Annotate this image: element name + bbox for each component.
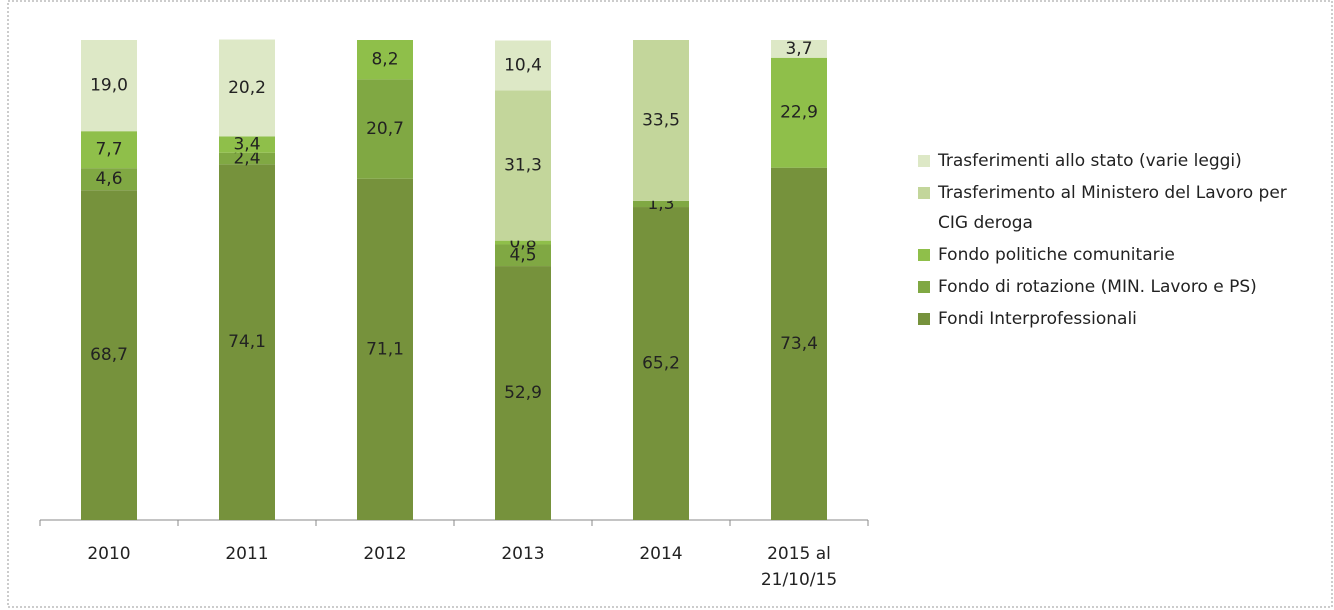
data-label: 74,1 — [228, 332, 266, 352]
bar-segment — [357, 40, 413, 80]
data-label: 4,6 — [95, 169, 122, 189]
legend-label: Trasferimenti allo stato (varie leggi) — [938, 151, 1242, 171]
data-label: 20,2 — [228, 78, 266, 98]
bar-segment — [81, 131, 137, 169]
data-label: 68,7 — [90, 345, 128, 365]
data-label: 10,4 — [504, 55, 542, 75]
legend-item: Fondo di rotazione (MIN. Lavoro e PS) — [918, 272, 1318, 302]
bar-segment — [357, 79, 413, 179]
bar-segment — [81, 190, 137, 521]
data-label: 73,4 — [780, 334, 818, 354]
data-label: 31,3 — [504, 156, 542, 176]
data-label: 20,7 — [366, 119, 404, 139]
bar-segment — [771, 40, 827, 58]
bar-segment — [771, 167, 827, 520]
bar-segment — [81, 40, 137, 132]
data-label: 4,5 — [509, 245, 536, 265]
data-label: 52,9 — [504, 383, 542, 403]
bar-segment — [771, 57, 827, 168]
x-tick-label: 2013 — [501, 544, 544, 564]
bar-segment — [495, 240, 551, 245]
legend-swatch — [918, 281, 930, 293]
bar-segment — [219, 136, 275, 153]
legend-item: Trasferimenti allo stato (varie leggi) — [918, 146, 1318, 176]
bar-segment — [495, 244, 551, 267]
bar-segment — [219, 152, 275, 165]
x-tick-label: 2010 — [87, 544, 130, 564]
legend-swatch — [918, 187, 930, 199]
legend-label: Fondo politiche comunitarie — [938, 245, 1175, 265]
x-tick-label: 2014 — [639, 544, 682, 564]
legend-item: Fondi Interprofessionali — [918, 304, 1318, 334]
legend-swatch — [918, 313, 930, 325]
bar-segment — [495, 266, 551, 520]
data-label: 71,1 — [366, 339, 404, 359]
legend-label: Trasferimento al Ministero del Lavoro pe… — [938, 183, 1287, 233]
data-label: 19,0 — [90, 76, 128, 96]
legend-label: Fondi Interprofessionali — [938, 309, 1137, 329]
bar-segment — [633, 207, 689, 521]
legend-swatch — [918, 249, 930, 261]
bar-segment — [219, 164, 275, 520]
x-tick-label: 2012 — [363, 544, 406, 564]
data-label: 8,2 — [371, 50, 398, 70]
legend-swatch — [918, 155, 930, 167]
bar-segment — [357, 178, 413, 520]
frame — [7, 0, 1333, 608]
data-label: 22,9 — [780, 103, 818, 123]
data-label: 7,7 — [95, 140, 122, 160]
x-tick-label: 2011 — [225, 544, 268, 564]
bar-segment — [633, 200, 689, 208]
bar-segment — [495, 40, 551, 91]
bar-segment — [219, 39, 275, 137]
data-label: 33,5 — [642, 110, 680, 130]
data-label: 65,2 — [642, 354, 680, 374]
data-label: 2,4 — [233, 149, 260, 169]
legend: Trasferimenti allo stato (varie leggi) Tr… — [918, 146, 1318, 336]
legend-item: Fondo politiche comunitarie — [918, 240, 1318, 270]
data-label: 3,7 — [785, 39, 812, 59]
x-tick-label: 2015 al 21/10/15 — [761, 544, 837, 590]
legend-item: Trasferimento al Ministero del Lavoro pe… — [918, 178, 1318, 238]
bar-segment — [495, 90, 551, 241]
bar-segment — [81, 168, 137, 191]
data-label: 3,4 — [233, 135, 260, 155]
bar-segment — [633, 40, 689, 201]
legend-label: Fondo di rotazione (MIN. Lavoro e PS) — [938, 277, 1257, 297]
